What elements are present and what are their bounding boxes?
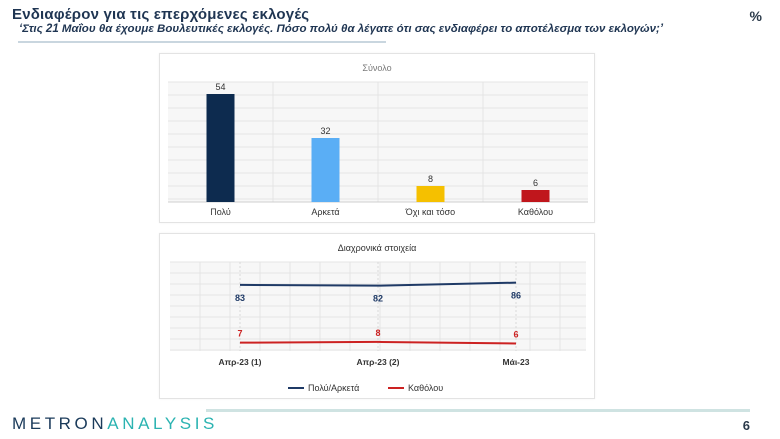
bar-katholou: [521, 190, 550, 202]
bar-category-label: Αρκετά: [311, 207, 339, 217]
bar-poly: [206, 94, 235, 202]
metron-analysis-logo: METRONANALYSIS: [12, 414, 218, 434]
total-bar-chart-panel: Σύνολο 54 Πολύ 32 Αρκετά 8 Όχι και τόσο 6 Καθόλ…: [159, 53, 595, 223]
header-divider: [18, 41, 386, 43]
line-chart-grid: [170, 261, 586, 351]
line-chart-legend: Πολύ/Αρκετά Καθόλου: [288, 383, 443, 393]
series-line-katholou: [239, 340, 517, 345]
line-point-label: 7: [237, 329, 242, 339]
footer-divider: [206, 409, 750, 412]
bar-chart: 54 Πολύ 32 Αρκετά 8 Όχι και τόσο 6 Καθόλου: [168, 81, 588, 217]
bar-ochi-kai-toso: [416, 186, 445, 202]
line-point-label: 6: [513, 329, 518, 339]
bar-category-label: Καθόλου: [518, 207, 553, 217]
logo-text-metron: METRON: [12, 414, 108, 433]
percent-unit: %: [749, 8, 762, 24]
line-point-label: 8: [375, 328, 380, 338]
line-category-label: Μάι-23: [503, 357, 530, 367]
line-point-label: 83: [235, 293, 245, 303]
bar-value-label: 54: [215, 82, 225, 92]
bar-category-label: Όχι και τόσο: [405, 207, 455, 217]
line-point-label: 86: [511, 291, 521, 301]
trend-line-chart-panel: Διαχρονικά στοιχεία 83 82 86 7 8 6 Απρ-23 (1) Α…: [159, 233, 595, 399]
bar-category-label: Πολύ: [210, 207, 231, 217]
line-category-label: Απρ-23 (2): [357, 357, 400, 367]
legend-label: Καθόλου: [408, 383, 443, 393]
bar-value-label: 8: [428, 174, 433, 184]
line-point-label: 82: [373, 294, 383, 304]
line-chart-title: Διαχρονικά στοιχεία: [337, 243, 417, 253]
bar-chart-grid: [168, 81, 588, 203]
page-title: Ενδιαφέρον για τις επερχόμενες εκλογές: [12, 6, 310, 23]
page-number: 6: [742, 418, 750, 433]
bar-value-label: 32: [320, 126, 330, 136]
line-category-label: Απρ-23 (1): [219, 357, 262, 367]
bar-arketa: [311, 138, 340, 202]
logo-text-analysis: ANALYSIS: [107, 414, 218, 433]
bar-chart-title: Σύνολο: [362, 63, 392, 73]
question-text: ‘Στις 21 Μαΐου θα έχουμε Βουλευτικές εκλ…: [19, 23, 664, 35]
series-line-poly-arketa: [239, 281, 517, 287]
bar-value-label: 6: [533, 178, 538, 188]
legend-label: Πολύ/Αρκετά: [308, 383, 359, 393]
